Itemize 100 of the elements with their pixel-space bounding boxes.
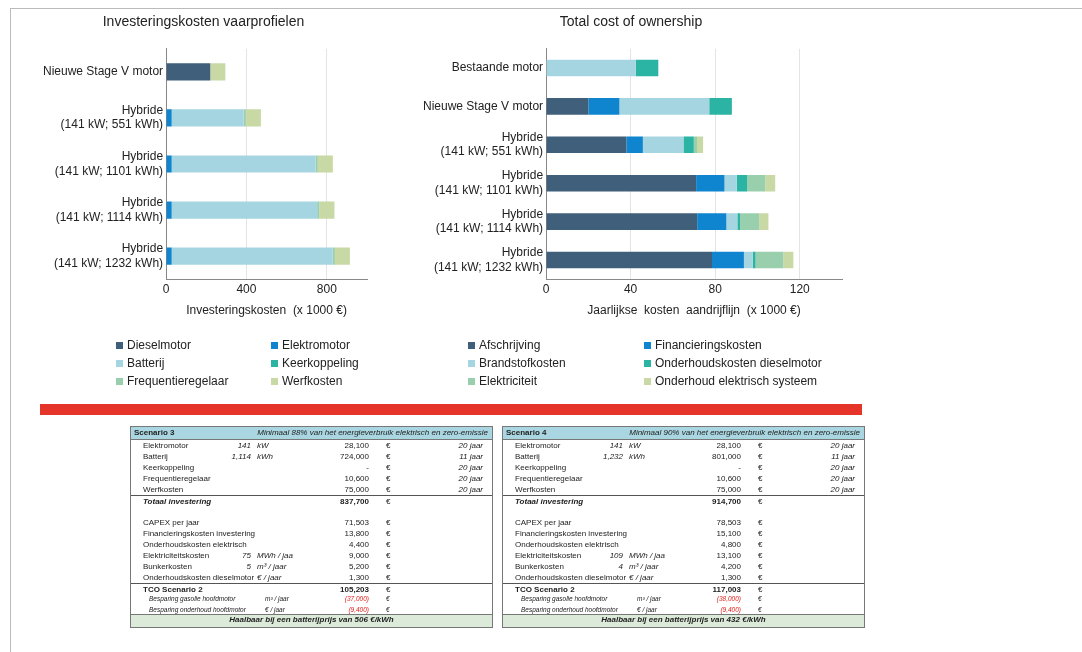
text: 5 <box>246 562 251 571</box>
text: € <box>758 463 763 472</box>
text: Batterij <box>143 452 168 461</box>
text: 10,600 <box>716 474 741 483</box>
text: 28,100 <box>344 441 369 450</box>
bar <box>683 136 694 154</box>
text: Bunkerkosten <box>143 562 192 571</box>
y-tick-label: Nieuwe Stage V motor <box>423 98 544 113</box>
text: Scenario 3 <box>134 428 175 437</box>
bar <box>642 136 684 154</box>
text: 11 jaar <box>831 452 855 461</box>
x-axis-title: Jaarlijkse kosten aandrijflijn (x 1000 €) <box>587 303 801 318</box>
bar <box>759 213 769 230</box>
text: Totaal investering <box>143 497 212 506</box>
bar <box>317 155 333 173</box>
text: 28,100 <box>716 441 741 450</box>
bar <box>755 251 784 269</box>
text: 20 jaar <box>830 463 855 472</box>
legend-label: Afschrijving <box>479 338 541 352</box>
bar <box>166 247 172 265</box>
bar <box>696 174 725 192</box>
text: 4,800 <box>720 540 741 549</box>
text: 724,000 <box>340 452 369 461</box>
bar <box>783 251 794 269</box>
text: € <box>386 540 391 549</box>
y-tick-label: Hybride (141 kW; 1232 kWh) <box>433 245 544 274</box>
text: € <box>758 497 763 506</box>
text: Onderhoudskosten elektrisch <box>143 540 247 549</box>
text: MWh / jaa <box>257 551 294 560</box>
legend-label: Frequentieregelaar <box>127 374 229 388</box>
bar <box>546 251 712 269</box>
x-tick-label: 120 <box>789 281 811 296</box>
text: Scenario 4 <box>506 428 547 437</box>
text: 801,000 <box>712 452 741 461</box>
text: Financieringskosten investering <box>143 529 256 538</box>
x-tick-label: 800 <box>316 281 338 296</box>
text: € <box>386 463 391 472</box>
text: € <box>758 529 763 538</box>
bar <box>752 251 756 269</box>
bar <box>724 174 737 192</box>
text: 78,503 <box>716 518 741 527</box>
bar <box>546 59 636 77</box>
y-tick-label: Hybride (141 kW; 551 kWh) <box>440 129 544 159</box>
bar <box>171 155 316 173</box>
text: € <box>758 485 763 494</box>
legend-label: Werfkosten <box>282 374 343 388</box>
text: € <box>386 529 391 538</box>
bar <box>693 136 697 154</box>
bar <box>319 201 335 219</box>
text: € <box>386 562 391 571</box>
text: € <box>758 551 763 560</box>
y-tick-label: Hybride (141 kW; 1114 kWh) <box>55 195 164 224</box>
bar <box>736 174 748 192</box>
text: 13,800 <box>344 529 369 538</box>
x-tick-label: 0 <box>162 281 170 296</box>
text: € <box>758 562 763 571</box>
x-axis-title: Investeringskosten (x 1000 €) <box>186 303 347 318</box>
bar <box>588 98 620 115</box>
text: € <box>386 585 391 594</box>
y-tick-label: Hybride (141 kW; 1114 kWh) <box>435 206 544 236</box>
text: Keerkoppeling <box>515 463 567 472</box>
text: 1,232 <box>602 452 623 461</box>
text: Frequentieregelaar <box>515 474 583 483</box>
legend-label: Financieringskosten <box>655 338 762 352</box>
text: 75 <box>242 551 251 560</box>
text: m³ / jaar <box>257 562 287 571</box>
text: 13,100 <box>716 551 741 560</box>
text: € <box>758 540 763 549</box>
x-tick-label: 40 <box>623 281 638 296</box>
text: Batterij <box>515 452 540 461</box>
text: 1,114 <box>231 452 251 461</box>
text: 5,200 <box>348 562 369 571</box>
text: 4 <box>618 562 623 571</box>
bar <box>166 155 172 173</box>
text: € <box>386 518 391 527</box>
bar <box>709 98 732 115</box>
text: 914,700 <box>712 497 741 506</box>
text: CAPEX per jaar <box>515 518 572 527</box>
text: Haalbaar bij een batterijprijs van 432 €/kWh <box>503 614 864 627</box>
text: 71,503 <box>344 518 369 527</box>
text: 75,000 <box>344 485 369 494</box>
text: Elektriciteitskosten <box>143 551 210 560</box>
bar <box>315 155 318 173</box>
legend-label: Dieselmotor <box>127 338 192 352</box>
text: Frequentieregelaar <box>143 474 211 483</box>
bar <box>546 213 698 230</box>
text: Bunkerkosten <box>515 562 564 571</box>
text: 4,400 <box>348 540 369 549</box>
text: kWh <box>629 452 645 461</box>
text: kW <box>257 441 269 450</box>
legend-label: Elektriciteit <box>479 374 538 388</box>
text: € <box>386 485 391 494</box>
bar <box>546 98 589 115</box>
text: Haalbaar bij een batterijprijs van 506 €/kWh <box>131 614 492 627</box>
text: Onderhoudskosten dieselmotor <box>515 573 627 582</box>
bar <box>696 136 704 154</box>
text: 20 jaar <box>458 474 483 483</box>
bar <box>712 251 744 269</box>
bar <box>740 213 760 230</box>
text: € <box>758 573 763 582</box>
